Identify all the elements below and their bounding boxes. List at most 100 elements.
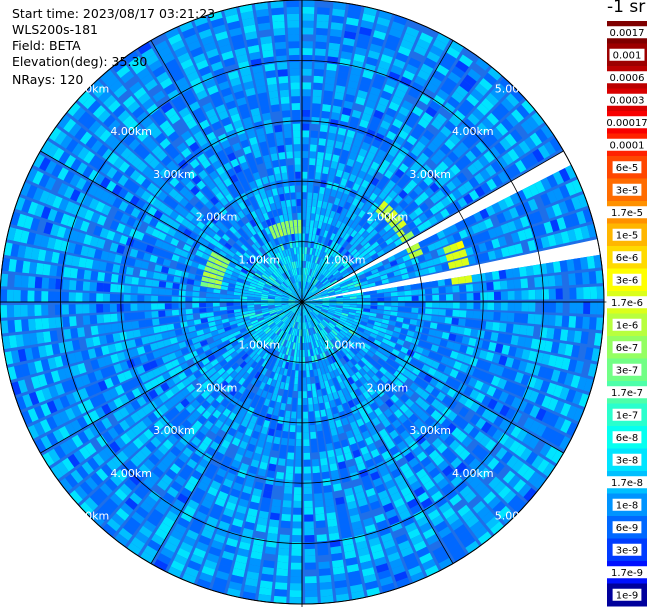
ppi-gate — [344, 93, 355, 103]
ppi-gate — [318, 314, 325, 320]
ppi-gate — [424, 444, 436, 456]
ppi-gate — [328, 378, 334, 387]
ppi-gate — [308, 300, 316, 302]
ppi-gate — [477, 221, 488, 232]
ppi-gate — [493, 281, 501, 290]
ppi-gate — [237, 547, 250, 558]
ppi-gate — [288, 41, 300, 49]
ppi-gate — [497, 378, 508, 390]
ppi-gate — [390, 291, 398, 297]
ppi-gate — [447, 410, 458, 422]
ppi-gate — [535, 289, 543, 300]
ppi-gate — [463, 386, 474, 397]
ppi-gate — [376, 149, 387, 159]
ppi-gate — [261, 367, 268, 376]
ppi-gate — [431, 398, 441, 409]
ppi-gate — [407, 424, 417, 435]
ppi-gate — [382, 473, 393, 483]
ppi-gate — [485, 205, 496, 217]
ppi-gate — [374, 407, 383, 417]
ppi-gate — [404, 290, 412, 296]
ppi-gate — [234, 431, 244, 440]
ppi-gate — [475, 417, 487, 430]
ppi-gate — [199, 425, 210, 436]
ppi-gate — [511, 411, 523, 424]
ppi-gate — [571, 344, 580, 358]
ppi-gate — [380, 375, 389, 384]
ppi-gate — [327, 264, 334, 272]
ppi-gate — [340, 269, 348, 276]
ppi-gate — [449, 439, 461, 451]
ppi-gate — [360, 317, 369, 323]
ppi-gate — [330, 161, 338, 170]
ppi-gate — [325, 408, 333, 416]
ppi-gate — [276, 395, 283, 403]
ppi-gate — [442, 156, 454, 168]
ppi-gate — [476, 122, 489, 135]
ppi-gate — [318, 258, 324, 266]
ppi-gate — [338, 516, 350, 526]
ppi-gate — [411, 307, 419, 313]
ppi-gate — [289, 424, 296, 433]
ppi-gate — [310, 312, 316, 318]
ppi-gate — [323, 269, 330, 277]
ppi-gate — [142, 520, 157, 533]
ppi-gate — [272, 443, 280, 452]
ppi-gate — [322, 268, 328, 276]
ppi-gate — [321, 110, 331, 119]
ppi-gate — [505, 357, 515, 368]
ppi-gate — [321, 388, 327, 396]
ppi-gate — [432, 70, 446, 82]
ppi-gate — [274, 478, 284, 487]
ppi-gate — [320, 179, 327, 188]
ppi-gate — [96, 282, 104, 292]
ppi-gate — [41, 304, 49, 316]
ppi-gate — [63, 328, 72, 340]
ppi-gate — [96, 304, 104, 313]
ppi-gate — [62, 279, 70, 290]
ppi-gate — [591, 348, 601, 362]
ppi-gate — [303, 288, 307, 296]
ppi-gate — [418, 152, 430, 163]
ppi-gate — [313, 68, 324, 77]
ppi-gate — [264, 546, 277, 555]
ppi-gate — [268, 363, 275, 371]
ppi-gate — [242, 380, 250, 389]
ppi-gate — [248, 465, 258, 475]
ppi-gate — [354, 191, 363, 201]
ppi-gate — [320, 276, 327, 283]
ppi-gate — [385, 508, 397, 519]
ppi-gate — [290, 569, 302, 577]
ppi-gate — [571, 179, 583, 194]
ppi-gate — [547, 354, 558, 367]
ppi-gate — [367, 50, 380, 60]
ppi-gate — [409, 163, 421, 174]
ppi-gate — [375, 483, 386, 494]
ppi-gate — [361, 112, 372, 122]
ppi-gate — [386, 272, 395, 279]
ppi-gate — [34, 276, 43, 289]
ppi-gate — [162, 516, 176, 528]
ppi-gate — [350, 583, 364, 594]
ppi-gate — [247, 358, 255, 367]
ppi-gate — [303, 397, 308, 405]
ppi-gate — [401, 100, 414, 111]
ppi-gate — [292, 307, 298, 313]
ppi-gate — [432, 257, 441, 266]
ppi-gate — [565, 388, 577, 403]
ppi-gate — [326, 442, 334, 451]
ppi-gate — [281, 506, 292, 515]
ppi-gate — [389, 315, 397, 321]
ppi-gate — [377, 126, 388, 137]
ppi-gate — [408, 111, 420, 123]
ppi-gate — [283, 493, 292, 501]
ppi-gate — [61, 304, 69, 315]
ppi-gate — [424, 288, 433, 295]
ppi-gate — [427, 485, 440, 497]
ppi-gate — [291, 102, 300, 111]
ppi-gate — [296, 425, 302, 433]
ppi-gate — [338, 280, 346, 285]
ppi-gate — [283, 368, 288, 376]
ppi-gate — [323, 366, 330, 374]
ppi-gate — [284, 479, 293, 488]
